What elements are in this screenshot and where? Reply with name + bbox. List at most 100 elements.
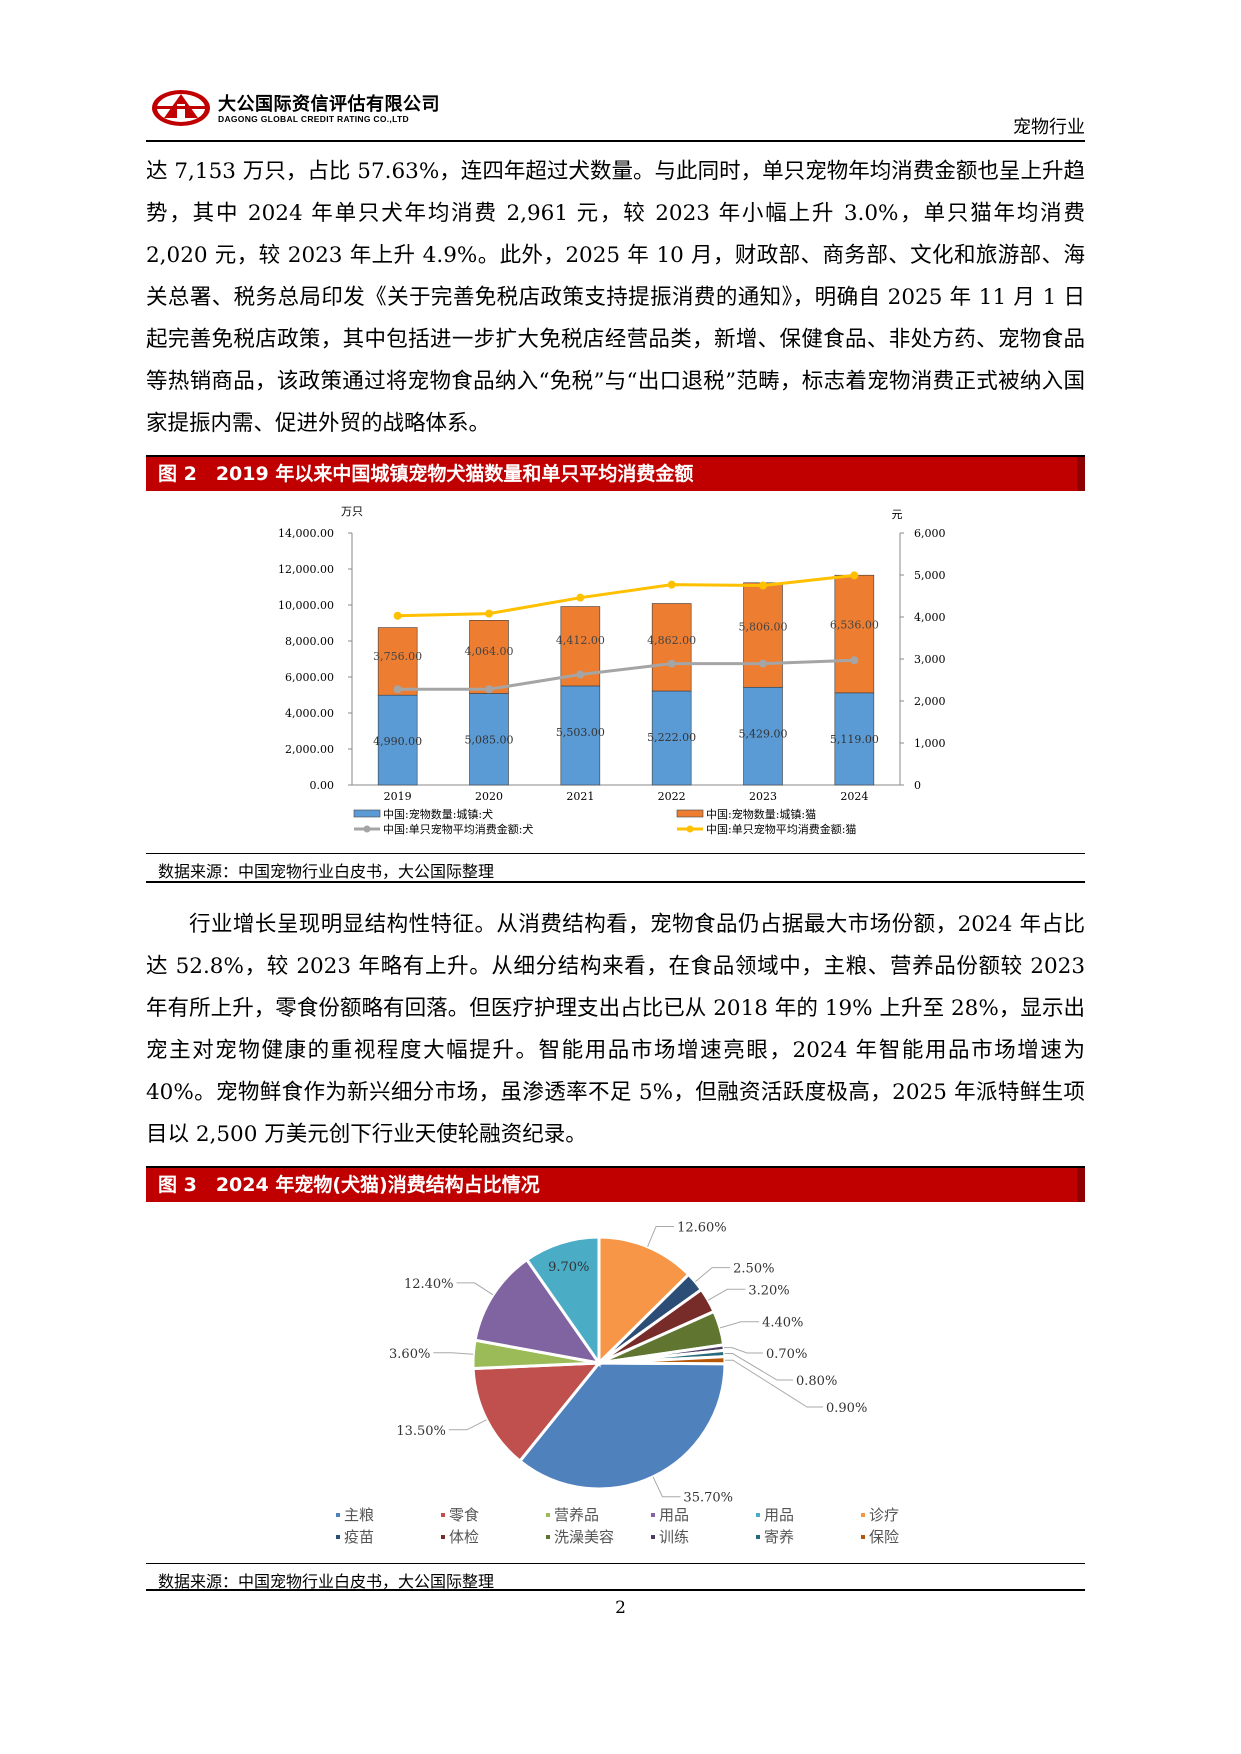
- left-axis-tick: 2,000.00: [285, 743, 334, 756]
- left-axis-tick: 14,000.00: [278, 527, 334, 540]
- left-axis-unit: 万只: [341, 505, 363, 518]
- bar-cat: [834, 574, 875, 694]
- pie-leader-line: [724, 1353, 793, 1381]
- right-axis-tick: 0: [914, 779, 921, 792]
- bar-dog-label: 4,990.00: [373, 735, 422, 748]
- right-axis-tick: 5,000: [914, 569, 946, 582]
- left-axis-tick: 10,000.00: [278, 599, 334, 612]
- figure-title: 图 2 2019 年以来中国城镇宠物犬猫数量和单只平均消费金额: [158, 463, 694, 485]
- bar-dog-label: 5,222.00: [647, 731, 696, 744]
- legend-swatch: [676, 809, 704, 818]
- legend-label: 零食: [449, 1506, 479, 1524]
- line-dog-spend: [397, 658, 855, 691]
- pie-leader-line: [719, 1321, 760, 1329]
- figure-source: 数据来源：中国宠物行业白皮书，大公国际整理: [146, 1563, 1085, 1591]
- legend-label: 保险: [869, 1528, 899, 1546]
- pie-leader-line: [647, 1225, 675, 1247]
- legend-label: 用品: [764, 1506, 794, 1524]
- pie-slice-用品: [473, 1257, 603, 1366]
- dagong-logo: [150, 88, 212, 128]
- legend-swatch: [546, 1513, 550, 1517]
- point-cat-spend: [485, 609, 493, 618]
- legend-marker: [363, 825, 371, 833]
- x-axis-tick: 2021: [566, 790, 594, 803]
- pie-label: 3.60%: [389, 1347, 430, 1362]
- pie-label: 35.70%: [683, 1491, 733, 1506]
- x-axis-tick: 2024: [840, 790, 868, 803]
- right-axis-tick: 1,000: [914, 737, 946, 750]
- section-name: 宠物行业: [1013, 117, 1085, 138]
- point-dog-spend: [576, 670, 585, 679]
- legend-label: 寄养: [764, 1528, 794, 1546]
- pie-leader-line: [433, 1352, 474, 1355]
- figure-title: 图 3 2024 年宠物(犬猫)消费结构占比情况: [158, 1174, 540, 1196]
- bar-cat-label: 3,756.00: [373, 650, 422, 663]
- point-dog-spend: [759, 659, 767, 668]
- bar-dog: [377, 694, 418, 786]
- pie-chart: 35.70% 13.50% 3.60% 12.40% 9.70% 12.60% 2.50% 3…: [336, 1220, 899, 1546]
- point-cat-spend: [393, 611, 402, 620]
- bar-cat: [651, 603, 692, 692]
- bar-dog: [560, 685, 601, 786]
- pie-label: 0.70%: [766, 1347, 807, 1362]
- pie-leader-line: [456, 1282, 494, 1296]
- left-axis-tick: 4,000.00: [285, 707, 334, 720]
- bar-dog: [469, 693, 509, 786]
- title-bar-end: [1077, 1168, 1085, 1202]
- legend-swatch: [336, 1535, 340, 1539]
- legend-label: 营养品: [554, 1506, 599, 1524]
- bar-cat: [377, 627, 418, 696]
- left-axis-tick: 12,000.00: [278, 563, 334, 576]
- body-paragraph: 行业增长呈现明显结构性特征。从消费结构看，宠物食品仍占据最大市场份额，2024 …: [146, 912, 1085, 1147]
- legend-swatch: [861, 1535, 865, 1539]
- legend-swatch: [651, 1535, 655, 1539]
- figure-title-bar: 图 3 2024 年宠物(犬猫)消费结构占比情况: [146, 1166, 1085, 1202]
- pie-slice-诊疗: [597, 1235, 691, 1367]
- legend-swatch: [441, 1535, 445, 1539]
- point-cat-spend: [759, 581, 767, 590]
- pie-label: 12.40%: [404, 1277, 454, 1292]
- x-axis-tick: 2020: [475, 790, 503, 803]
- legend-swatch: [353, 809, 381, 818]
- left-axis-tick: 6,000.00: [285, 671, 334, 684]
- right-axis-tick: 3,000: [914, 653, 946, 666]
- point-dog-spend: [393, 685, 402, 694]
- bar-dog-label: 5,119.00: [830, 733, 879, 746]
- pie-slice-保险: [598, 1355, 727, 1366]
- legend-label: 洗澡美容: [554, 1528, 614, 1546]
- legend-label: 诊疗: [869, 1506, 899, 1524]
- bar-dog: [834, 692, 875, 786]
- legend-swatch: [756, 1535, 760, 1539]
- point-cat-spend: [576, 593, 585, 602]
- point-dog-spend: [850, 656, 859, 665]
- left-axis-tick: 8,000.00: [285, 635, 334, 648]
- legend-label: 用品: [659, 1506, 689, 1524]
- legend-marker: [686, 825, 694, 833]
- figure-source: 数据来源：中国宠物行业白皮书，大公国际整理: [146, 853, 1085, 883]
- right-axis-tick: 4,000: [914, 611, 946, 624]
- legend-swatch: [441, 1513, 445, 1517]
- pie-label: 12.60%: [677, 1220, 727, 1235]
- company-name-cn: 大公国际资信评估有限公司: [218, 94, 440, 115]
- pie-leader-line: [652, 1476, 681, 1498]
- pie-slice-主粮: [517, 1361, 727, 1491]
- legend-swatch: [861, 1513, 865, 1517]
- bar-dog-label: 5,429.00: [739, 727, 788, 740]
- pie-leader-line: [695, 1267, 731, 1283]
- bar-cat-label: 6,536.00: [830, 619, 879, 632]
- right-axis-unit: 元: [892, 508, 903, 521]
- x-axis-tick: 2019: [384, 790, 412, 803]
- legend-label: 训练: [659, 1528, 689, 1546]
- legend-label: 中国:宠物数量:城镇:犬: [383, 807, 493, 821]
- legend-label: 主粮: [344, 1506, 374, 1524]
- line-cat-spend: [397, 573, 855, 618]
- pie-label: 0.90%: [826, 1401, 867, 1416]
- legend-label: 中国:单只宠物平均消费金额:猫: [706, 822, 856, 836]
- point-cat-spend: [850, 571, 859, 580]
- x-axis-tick: 2023: [749, 790, 777, 803]
- page-number: 2: [615, 1598, 626, 1618]
- bar-dog-label: 5,503.00: [556, 726, 605, 739]
- bar-line-chart: 万只 元 0.00 2,000.00 4,000.00 6,000.00 8,000.00 1…: [278, 505, 946, 836]
- bar-cat-label: 4,862.00: [647, 634, 696, 647]
- legend-swatch: [756, 1513, 760, 1517]
